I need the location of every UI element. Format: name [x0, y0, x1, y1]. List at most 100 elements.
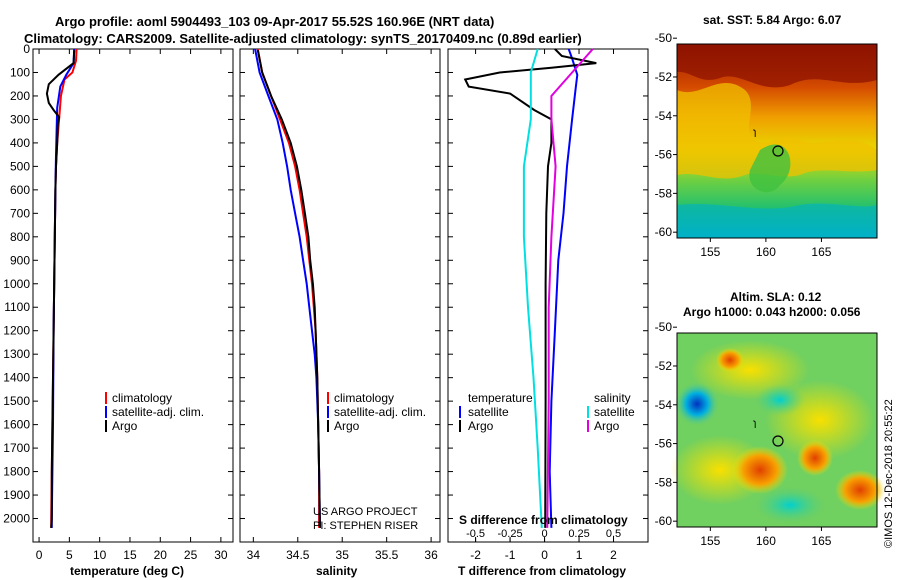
- x-tick-label: 1: [576, 548, 583, 562]
- map-x-tick-label: 155: [700, 534, 720, 548]
- y-tick-label: 300: [10, 112, 30, 126]
- temperature-plot: 0100200300400500600700800900100011001200…: [3, 42, 233, 562]
- figure-title-line1: Argo profile: aoml 5904493_103 09-Apr-20…: [55, 14, 494, 29]
- x-tick-label: 34: [247, 548, 261, 562]
- y-tick-label: 700: [10, 206, 30, 220]
- legend-title-temperature: temperature: [468, 391, 533, 405]
- y-tick-label: 2000: [3, 512, 30, 526]
- map-y-tick-label: -54: [655, 109, 673, 123]
- t-difference-axis-label: T difference from climatology: [458, 564, 626, 578]
- sst-map-frame: [676, 43, 878, 239]
- y-tick-label: 1800: [3, 465, 30, 479]
- temperature-axis-label: temperature (deg C): [70, 564, 184, 578]
- difference-legend: temperature satellite Argo salinity sate…: [459, 391, 635, 433]
- salinity-legend: climatology satellite-adj. clim. Argo: [327, 391, 426, 433]
- x-tick-label: 35.5: [375, 548, 399, 562]
- map-y-tick-label: -50: [655, 320, 673, 334]
- legend-label-climatology: climatology: [334, 391, 394, 405]
- legend-label-s-satellite: satellite: [594, 405, 635, 419]
- map-x-tick-label: 155: [700, 245, 720, 259]
- x2-tick-label: -0.5: [466, 528, 485, 540]
- x2-tick-label: 0: [541, 528, 547, 540]
- sst-map-title: sat. SST: 5.84 Argo: 6.07: [703, 13, 842, 27]
- map-y-tick-label: -60: [655, 225, 673, 239]
- y-tick-label: 0: [23, 42, 30, 56]
- series-line-satellite: [548, 48, 579, 528]
- sla-small-marker: ɿ: [753, 418, 756, 429]
- sla-cyan-patch: [755, 384, 805, 416]
- x-tick-label: 10: [93, 548, 107, 562]
- series-line-argo: [546, 48, 594, 528]
- sla-map-title-line2: Argo h1000: 0.043 h2000: 0.056: [683, 305, 861, 319]
- sla-profile-marker: [772, 435, 784, 447]
- map-axes: 155 160 165 -50 -52 -54 -56 -58 -60 155 160 165 -50 -…: [655, 31, 832, 548]
- series-line-argo: [463, 48, 597, 528]
- map-y-tick-label: -58: [655, 475, 673, 489]
- difference-plot-frame: [447, 48, 649, 543]
- y-tick-label: 1900: [3, 488, 30, 502]
- sla-red-patch: [797, 440, 833, 476]
- map-y-tick-label: -52: [655, 359, 673, 373]
- difference-plot: -2 -1 0 1 2 -0.5 -0.25 0 0.25 0.5: [448, 48, 648, 562]
- series-line-argo: [256, 50, 321, 528]
- y-tick-label: 1400: [3, 371, 30, 385]
- series-line-satellite: [522, 48, 543, 528]
- temperature-legend: climatology satellite-adj. clim. Argo: [105, 391, 204, 433]
- legend-label-satellite: satellite-adj. clim.: [112, 405, 204, 419]
- map-y-tick-label: -58: [655, 186, 673, 200]
- y-tick-label: 400: [10, 136, 30, 150]
- x-tick-label: 5: [66, 548, 73, 562]
- sla-red-patch: [732, 446, 788, 494]
- temperature-plot-frame: [32, 48, 234, 543]
- x-tick-label: 0: [541, 548, 548, 562]
- y-tick-label: 1000: [3, 277, 30, 291]
- y-tick-label: 1500: [3, 394, 30, 408]
- sla-blue-eddy: [675, 382, 719, 426]
- y-tick-label: 1600: [3, 418, 30, 432]
- x2-tick-label: -0.25: [498, 528, 523, 540]
- sst-small-marker: ɿ: [753, 127, 756, 138]
- x-tick-label: -2: [470, 548, 481, 562]
- legend-label-argo: Argo: [112, 419, 138, 433]
- sla-map: ɿ: [670, 332, 885, 528]
- x-tick-label: 2: [610, 548, 617, 562]
- sla-cyan-patch: [755, 487, 825, 523]
- y-tick-label: 800: [10, 230, 30, 244]
- legend-label-satellite: satellite-adj. clim.: [334, 405, 426, 419]
- y-tick-label: 100: [10, 65, 30, 79]
- sst-cold-band: [677, 203, 877, 238]
- sla-red-patch: [835, 470, 885, 510]
- sla-red-patch: [716, 348, 744, 372]
- y-tick-label: 1300: [3, 347, 30, 361]
- sst-dark-north: [677, 44, 877, 88]
- imos-credit: ©IMOS 12-Dec-2018 20:55:22: [883, 399, 895, 548]
- sla-map-title-line1: Altim. SLA: 0.12: [730, 290, 822, 304]
- legend-label-t-satellite: satellite: [468, 405, 509, 419]
- y-tick-label: 1200: [3, 324, 30, 338]
- map-y-tick-label: -56: [655, 148, 673, 162]
- map-x-tick-label: 165: [811, 534, 831, 548]
- y-tick-label: 500: [10, 159, 30, 173]
- y-tick-label: 600: [10, 183, 30, 197]
- series-line-satellite-adj-clim-: [254, 48, 321, 528]
- series-line-climatology: [256, 48, 321, 528]
- sst-profile-marker: [772, 145, 784, 157]
- sla-map-frame: [676, 332, 878, 528]
- x-tick-label: 20: [154, 548, 168, 562]
- salinity-axis-label: salinity: [316, 564, 358, 578]
- x-tick-label: -1: [505, 548, 516, 562]
- figure-title-line2: Climatology: CARS2009. Satellite-adjuste…: [24, 31, 582, 46]
- series-line-argo: [45, 50, 76, 528]
- x2-tick-label: 0.5: [606, 528, 621, 540]
- map-x-tick-label: 160: [756, 534, 776, 548]
- x-tick-label: 25: [184, 548, 198, 562]
- map-x-tick-label: 165: [811, 245, 831, 259]
- pi-credit: PI: STEPHEN RISER: [313, 520, 418, 532]
- legend-label-climatology: climatology: [112, 391, 172, 405]
- legend-title-salinity: salinity: [594, 391, 631, 405]
- x-tick-label: 36: [424, 548, 438, 562]
- legend-label-argo: Argo: [334, 419, 360, 433]
- project-credit: US ARGO PROJECT: [313, 506, 418, 518]
- legend-label-t-argo: Argo: [468, 419, 494, 433]
